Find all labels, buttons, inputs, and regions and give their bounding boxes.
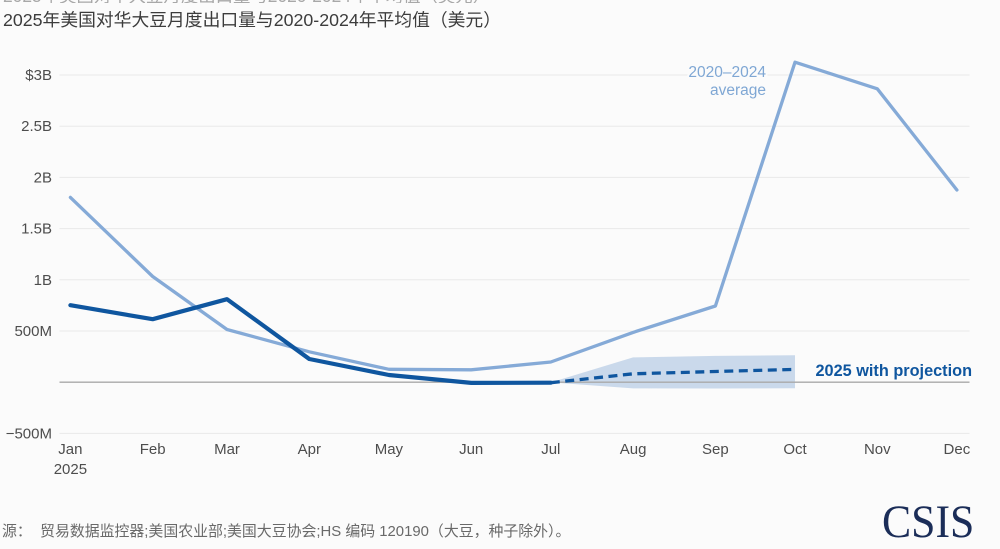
svg-text:Jul: Jul: [541, 441, 560, 458]
svg-text:2B: 2B: [34, 169, 52, 186]
svg-text:−500M: −500M: [6, 425, 52, 442]
svg-text:$3B: $3B: [25, 67, 52, 84]
svg-text:2025 with projection: 2025 with projection: [816, 362, 973, 380]
svg-text:2025: 2025: [54, 461, 87, 478]
svg-text:1B: 1B: [34, 272, 52, 289]
svg-text:Jun: Jun: [459, 441, 483, 458]
svg-text:Aug: Aug: [620, 441, 647, 458]
svg-text:Sep: Sep: [702, 441, 729, 458]
svg-text:May: May: [375, 441, 404, 458]
svg-text:1.5B: 1.5B: [21, 221, 52, 238]
svg-text:Feb: Feb: [140, 441, 166, 458]
svg-text:Nov: Nov: [864, 441, 891, 458]
svg-text:2020–2024: 2020–2024: [688, 64, 766, 81]
svg-text:Dec: Dec: [944, 441, 971, 458]
svg-text:Mar: Mar: [214, 441, 240, 458]
svg-text:2.5B: 2.5B: [21, 118, 52, 135]
svg-text:500M: 500M: [14, 323, 52, 340]
svg-text:Oct: Oct: [783, 441, 807, 458]
svg-text:Apr: Apr: [298, 441, 321, 458]
svg-text:Jan: Jan: [58, 441, 82, 458]
svg-text:average: average: [710, 82, 766, 99]
